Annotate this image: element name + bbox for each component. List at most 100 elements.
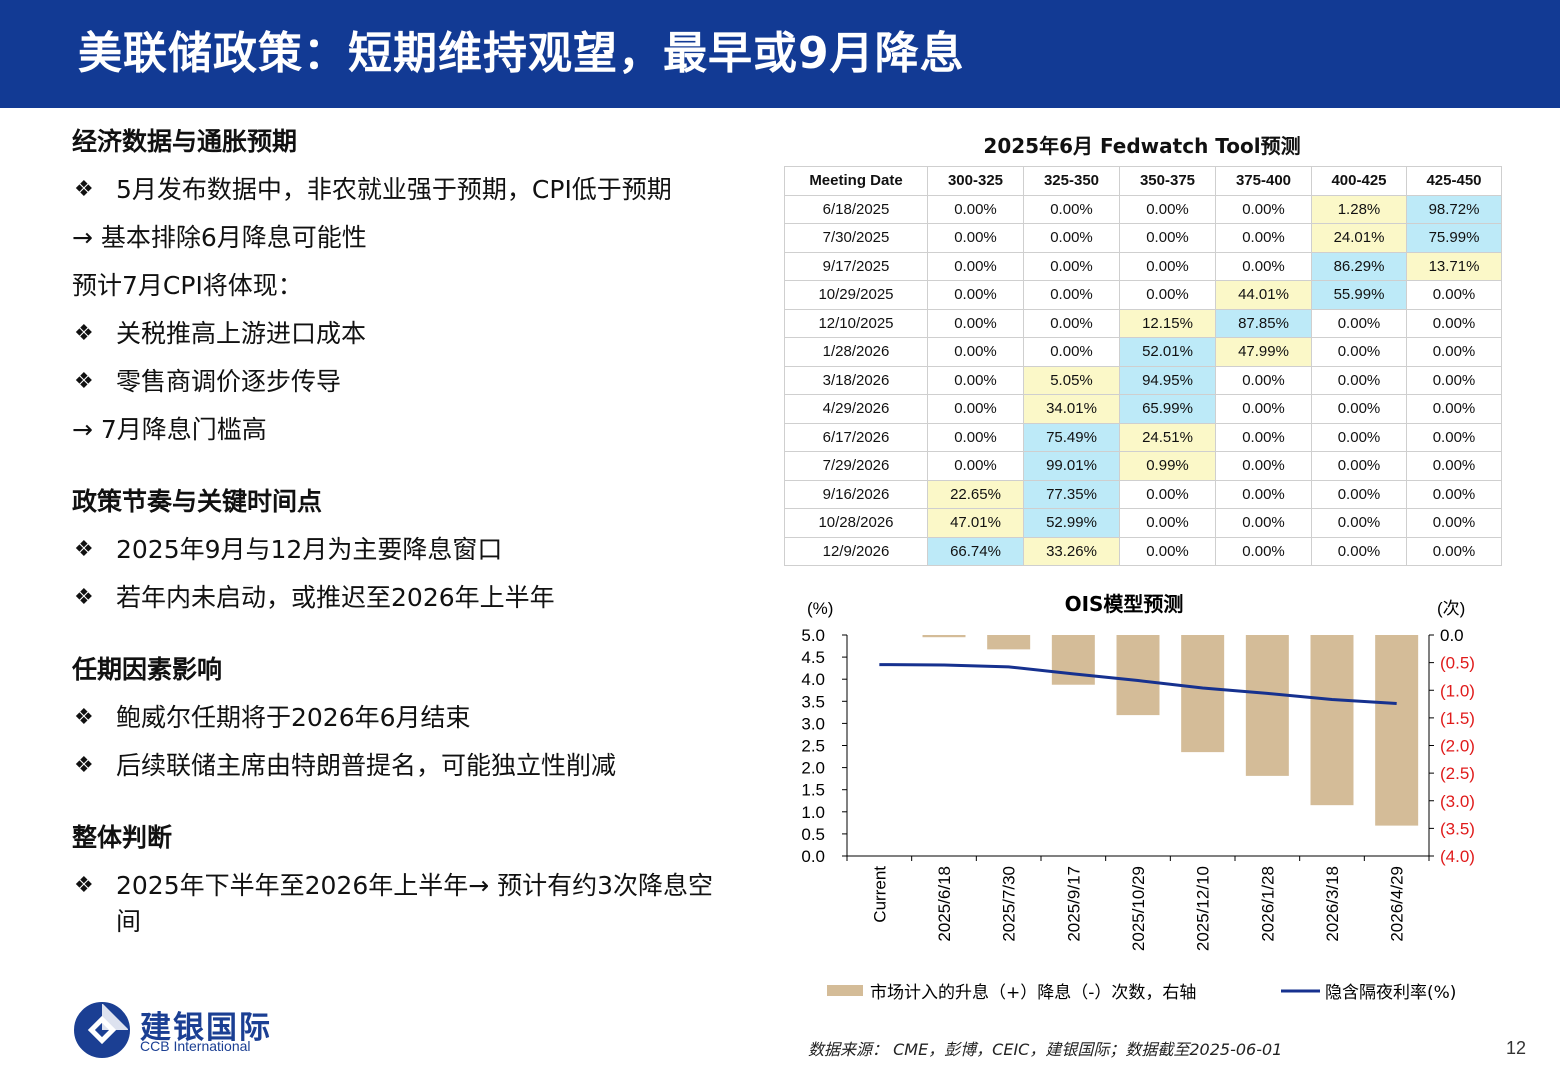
right-tick-label: (1.5) (1440, 709, 1475, 728)
probability-cell: 0.00% (927, 337, 1024, 367)
probability-cell: 0.00% (1215, 194, 1312, 224)
probability-cell: 98.72% (1406, 194, 1502, 224)
probability-cell: 0.00% (927, 308, 1024, 338)
probability-cell: 0.00% (1119, 251, 1216, 281)
data-source-note: 数据来源： CME，彭博，CEIC，建银国际；数据截至2025-06-01 (808, 1040, 1283, 1059)
probability-cell: 0.00% (1215, 422, 1312, 452)
section-title-term: 任期因素影响 (72, 655, 223, 684)
probability-cell: 0.00% (1119, 280, 1216, 310)
probability-cell: 0.00% (1406, 308, 1502, 338)
left-tick-label: 1.0 (801, 803, 825, 822)
x-tick-label: 2025/12/10 (1194, 866, 1213, 951)
bullet-item: ❖ 零售商调价逐步传导 (72, 358, 752, 406)
title-bar: 美联储政策：短期维持观望，最早或9月降息 (0, 0, 1560, 108)
probability-cell: 0.00% (1023, 280, 1120, 310)
probability-cell: 75.99% (1406, 223, 1502, 253)
table-row: 1/28/2026 0.00% 0.00% 52.01% 47.99% 0.00% 0.00… (784, 337, 1502, 367)
section-title-overall: 整体判断 (72, 823, 173, 852)
bar-rate-move (922, 635, 966, 638)
probability-cell: 52.01% (1119, 337, 1216, 367)
meeting-date-cell: 9/16/2026 (784, 479, 928, 509)
bar-rate-move (1051, 635, 1095, 685)
text-line: → 基本排除6月降息可能性 (72, 223, 367, 252)
probability-cell: 0.99% (1119, 451, 1216, 481)
table-header-row: Meeting Date 300-325 325-350 350-375 375-400… (784, 166, 1502, 196)
probability-cell: 0.00% (927, 365, 1024, 395)
table-header-cell: 425-450 (1406, 166, 1502, 196)
section-title-economy: 经济数据与通胀预期 (72, 127, 298, 156)
diamond-bullet-icon: ❖ (74, 321, 94, 346)
probability-cell: 22.65% (927, 479, 1024, 509)
left-tick-label: 3.5 (801, 692, 825, 711)
probability-cell: 0.00% (1311, 479, 1407, 509)
probability-cell: 86.29% (1311, 251, 1407, 281)
diamond-bullet-icon: ❖ (74, 177, 94, 202)
table-body: 6/18/2025 0.00% 0.00% 0.00% 0.00% 1.28% 98.72%… (784, 194, 1502, 566)
table-row: 12/10/2025 0.00% 0.00% 12.15% 87.85% 0.00% 0.0… (784, 308, 1502, 338)
legend-label-bar: 市场计入的升息（+）降息（-）次数，右轴 (870, 983, 1196, 1003)
probability-cell: 5.05% (1023, 365, 1120, 395)
left-tick-label: 4.5 (801, 648, 825, 667)
probability-cell: 13.71% (1406, 251, 1502, 281)
bullet-text: 2025年下半年至2026年上半年→ 预计有约3次降息空间 (116, 871, 714, 936)
meeting-date-cell: 12/9/2026 (784, 536, 928, 566)
page-title: 美联储政策：短期维持观望，最早或9月降息 (78, 28, 965, 79)
table-header-cell: 300-325 (927, 166, 1024, 196)
x-tick-label: 2026/3/18 (1323, 866, 1342, 942)
meeting-date-cell: 3/18/2026 (784, 365, 928, 395)
fedwatch-table: Meeting Date 300-325 325-350 350-375 375-400… (784, 166, 1502, 566)
meeting-date-cell: 7/29/2026 (784, 451, 928, 481)
table-row: 4/29/2026 0.00% 34.01% 65.99% 0.00% 0.00% 0.00… (784, 394, 1502, 424)
left-tick-label: 2.5 (801, 737, 825, 756)
probability-cell: 0.00% (1215, 508, 1312, 538)
x-tick-label: 2026/1/28 (1258, 866, 1277, 942)
diamond-bullet-icon: ❖ (74, 753, 94, 778)
probability-cell: 0.00% (1215, 223, 1312, 253)
probability-cell: 75.49% (1023, 422, 1120, 452)
probability-cell: 0.00% (1215, 451, 1312, 481)
right-axis-unit: (次) (1437, 599, 1465, 618)
probability-cell: 0.00% (1311, 451, 1407, 481)
table-header-cell: 350-375 (1119, 166, 1216, 196)
right-tick-label: (3.0) (1440, 792, 1475, 811)
right-tick-label: (2.0) (1440, 737, 1475, 756)
probability-cell: 0.00% (1406, 508, 1502, 538)
probability-cell: 24.51% (1119, 422, 1216, 452)
text-line: → 7月降息门槛高 (72, 415, 267, 444)
fedwatch-title: 2025年6月 Fedwatch Tool预测 (983, 134, 1301, 158)
table-header-cell: 400-425 (1311, 166, 1407, 196)
logo-text-en: CCB International (140, 1038, 251, 1054)
probability-cell: 0.00% (1215, 251, 1312, 281)
left-tick-label: 3.0 (801, 714, 825, 733)
bullet-item: ❖ 后续联储主席由特朗普提名，可能独立性削减 (72, 742, 752, 790)
section-title-policy: 政策节奏与关键时间点 (72, 487, 323, 516)
table-row: 10/28/2026 47.01% 52.99% 0.00% 0.00% 0.00% 0.0… (784, 508, 1502, 538)
probability-cell: 0.00% (927, 251, 1024, 281)
right-tick-label: (0.5) (1440, 654, 1475, 673)
meeting-date-cell: 12/10/2025 (784, 308, 928, 338)
bar-rate-move (987, 635, 1031, 650)
bullet-text: 若年内未启动，或推迟至2026年上半年 (116, 583, 555, 612)
right-tick-label: (2.5) (1440, 764, 1475, 783)
bullet-item: ❖ 2025年下半年至2026年上半年→ 预计有约3次降息空间 (72, 862, 726, 940)
probability-cell: 12.15% (1119, 308, 1216, 338)
probability-cell: 0.00% (1406, 536, 1502, 566)
bar-rate-move (1310, 635, 1354, 806)
probability-cell: 0.00% (1311, 365, 1407, 395)
page-number: 12 (1506, 1038, 1527, 1058)
probability-cell: 0.00% (1406, 280, 1502, 310)
probability-cell: 0.00% (1406, 422, 1502, 452)
probability-cell: 0.00% (1406, 394, 1502, 424)
bullet-text: 5月发布数据中，非农就业强于预期，CPI低于预期 (116, 175, 672, 204)
table-header-cell: 375-400 (1215, 166, 1312, 196)
probability-cell: 0.00% (1406, 337, 1502, 367)
diamond-bullet-icon: ❖ (74, 369, 94, 394)
x-tick-label: 2025/10/29 (1129, 866, 1148, 951)
legend-label-line: 隐含隔夜利率(%) (1325, 983, 1456, 1003)
ccb-logo-icon (74, 1002, 130, 1058)
left-axis-unit: (%) (807, 599, 833, 618)
right-tick-label: 0.0 (1440, 626, 1464, 645)
probability-cell: 0.00% (927, 451, 1024, 481)
probability-cell: 0.00% (1215, 365, 1312, 395)
left-tick-label: 0.5 (801, 825, 825, 844)
